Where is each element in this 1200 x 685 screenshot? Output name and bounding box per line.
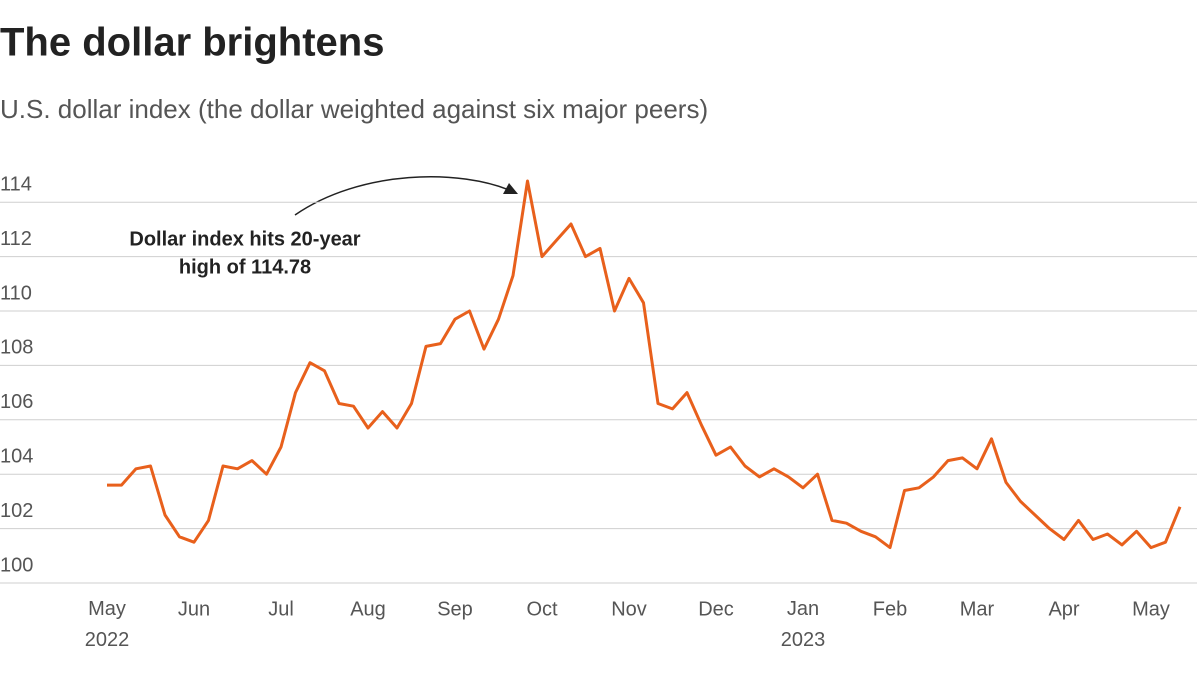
x-tick-label: Aug [350, 598, 386, 620]
x-tick-label: Jul [268, 598, 294, 620]
y-tick-label: 108 [0, 337, 33, 359]
annotation: Dollar index hits 20-year [129, 228, 360, 250]
x-tick-label: Nov [611, 598, 647, 620]
x-tick-label: Jan 2023 [781, 598, 826, 651]
x-tick-label: Feb [873, 598, 907, 620]
x-tick-label: May 2022 [85, 598, 130, 651]
y-tick-label: 114 [0, 173, 32, 195]
y-tick-label: 104 [0, 445, 33, 467]
y-tick-label: 102 [0, 500, 33, 522]
x-tick-label: Dec [698, 598, 734, 620]
x-tick-label: Mar [960, 598, 995, 620]
x-tick-label: May [1132, 598, 1170, 620]
line-series [107, 179, 1182, 550]
x-tick-label: Oct [526, 598, 558, 620]
x-tick-label: Apr [1048, 598, 1079, 620]
annotation-arrow [294, 176, 515, 216]
x-tick-label-line: May [88, 598, 126, 620]
y-tick-label: 100 [0, 554, 33, 576]
x-tick-label: Sep [437, 598, 473, 620]
x-tick-label: Jun [178, 598, 210, 620]
chart-subtitle: U.S. dollar index (the dollar weighted a… [0, 94, 708, 124]
y-tick-label: 110 [0, 282, 32, 304]
annotation: high of 114.78 [179, 256, 311, 278]
x-tick-label-line: 2023 [781, 629, 826, 651]
y-tick-label: 112 [0, 228, 32, 250]
chart-title: The dollar brightens [0, 21, 384, 65]
x-tick-label-line: 2022 [85, 629, 130, 651]
x-tick-label-line: Jan [787, 598, 819, 620]
y-tick-label: 106 [0, 391, 33, 413]
arrow-head [503, 183, 518, 194]
